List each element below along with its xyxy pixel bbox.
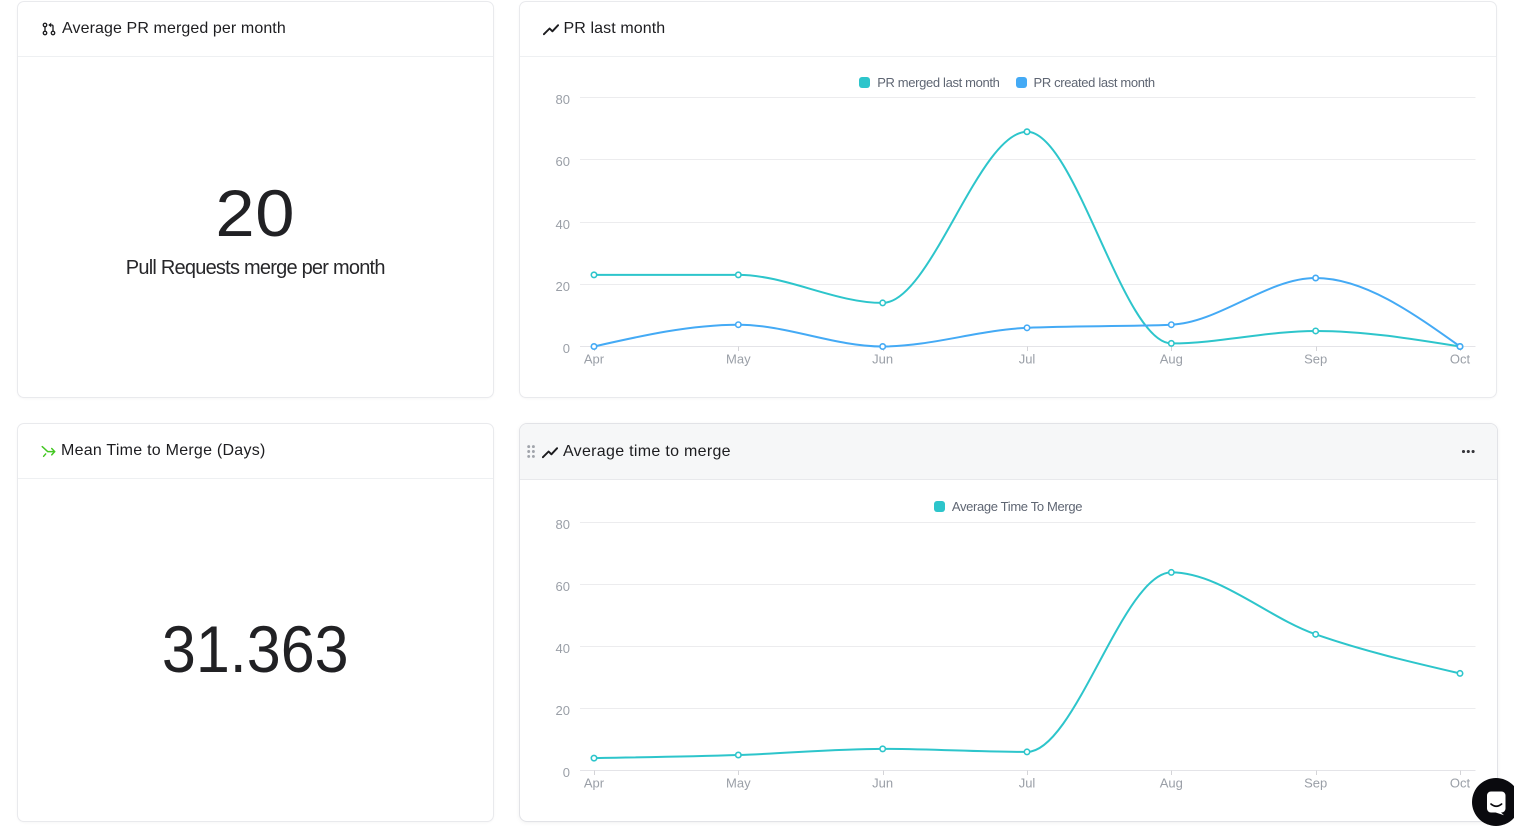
svg-text:May: May [726,776,751,791]
svg-text:20: 20 [556,703,570,718]
svg-text:80: 80 [556,92,570,107]
svg-text:Aug: Aug [1160,776,1183,791]
svg-text:Oct: Oct [1450,352,1471,367]
svg-text:Sep: Sep [1304,776,1327,791]
svg-text:60: 60 [556,154,570,169]
svg-text:Jul: Jul [1019,776,1036,791]
svg-text:Oct: Oct [1450,776,1471,791]
svg-text:Jun: Jun [872,352,893,367]
svg-text:0: 0 [563,341,570,356]
svg-text:20: 20 [556,279,570,294]
svg-text:Sep: Sep [1304,352,1327,367]
svg-text:Jul: Jul [1019,352,1036,367]
svg-text:Jun: Jun [872,776,893,791]
svg-text:80: 80 [556,517,570,532]
svg-text:Aug: Aug [1160,352,1183,367]
svg-text:0: 0 [563,765,570,780]
svg-text:60: 60 [556,579,570,594]
svg-text:Apr: Apr [584,352,605,367]
svg-text:40: 40 [556,641,570,656]
svg-text:Apr: Apr [584,776,605,791]
svg-text:40: 40 [556,217,570,232]
svg-text:May: May [726,352,751,367]
